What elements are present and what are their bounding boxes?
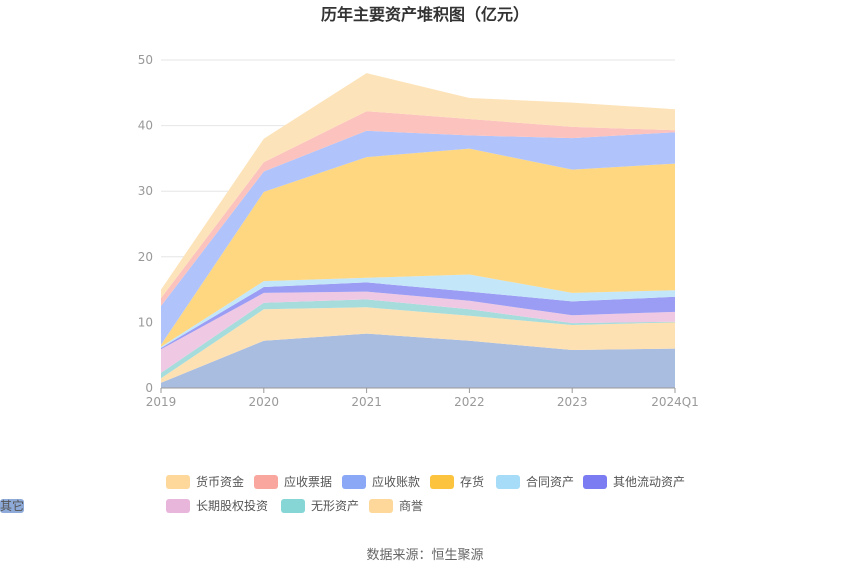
legend-swatch <box>166 499 190 513</box>
x-axis: 2019 2020 2021 2022 2023 2024Q1 <box>146 387 699 409</box>
legend-item[interactable]: 应收账款 <box>342 474 420 489</box>
x-tick-label: 2020 <box>249 395 280 409</box>
area-合同资产 <box>161 274 675 348</box>
legend-item[interactable]: 应收票据 <box>254 474 332 489</box>
legend-swatch <box>369 499 393 513</box>
y-axis: 0 10 20 30 40 50 <box>138 53 153 395</box>
legend-swatch <box>430 475 454 489</box>
legend-item[interactable]: 合同资产 <box>496 474 574 489</box>
legend-label: 其它 <box>0 498 24 513</box>
legend-item[interactable]: 其他流动资产 <box>583 475 685 489</box>
legend-label: 长期股权投资 <box>196 498 268 513</box>
x-tick-label: 2019 <box>146 395 177 409</box>
area-其他流动资产 <box>161 282 675 350</box>
legend-label: 无形资产 <box>311 499 359 513</box>
legend-swatch <box>342 475 366 489</box>
x-tick-label: 2022 <box>454 395 485 409</box>
area-应收票据 <box>161 111 675 306</box>
y-tick-label: 0 <box>145 381 153 395</box>
legend-label: 存货 <box>460 474 484 489</box>
x-tick-label: 2024Q1 <box>651 395 699 409</box>
legend-swatch <box>254 475 278 489</box>
legend-label: 合同资产 <box>526 474 574 489</box>
legend-swatch <box>281 499 305 513</box>
legend-item[interactable]: 商誉 <box>369 498 423 513</box>
y-tick-label: 20 <box>138 250 153 264</box>
legend-label: 商誉 <box>399 498 423 513</box>
x-tick-label: 2023 <box>557 395 588 409</box>
legend-item[interactable]: 存货 <box>430 474 484 489</box>
area-应收账款 <box>161 130 675 345</box>
y-tick-label: 30 <box>138 184 153 198</box>
legend-label: 货币资金 <box>196 474 244 489</box>
y-tick-label: 10 <box>138 315 153 329</box>
legend-item[interactable]: 货币资金 <box>166 474 244 489</box>
legend-swatch <box>0 499 24 513</box>
area-商誉 <box>161 307 675 383</box>
y-tick-label: 50 <box>138 53 153 67</box>
legend-label: 应收账款 <box>372 474 420 489</box>
area-其它 <box>161 333 675 388</box>
legend-swatch <box>496 475 520 489</box>
legend-item[interactable]: 长期股权投资 <box>166 498 268 513</box>
x-tick-label: 2021 <box>351 395 382 409</box>
y-tick-label: 40 <box>138 119 153 133</box>
legend-item[interactable]: 其它 <box>0 498 24 513</box>
source-text: 数据来源：恒生聚源 <box>366 548 483 563</box>
area-长期股权投资 <box>161 291 675 373</box>
legend-label: 应收票据 <box>284 474 332 489</box>
area-存货 <box>161 148 675 347</box>
chart-title: 历年主要资产堆积图（亿元） <box>321 5 529 24</box>
legend-swatch <box>583 475 607 489</box>
legend-swatch <box>166 475 190 489</box>
legend-item[interactable]: 无形资产 <box>281 499 359 513</box>
legend-label: 其他流动资产 <box>613 475 685 489</box>
area-series <box>161 73 675 388</box>
area-货币资金 <box>161 73 675 299</box>
